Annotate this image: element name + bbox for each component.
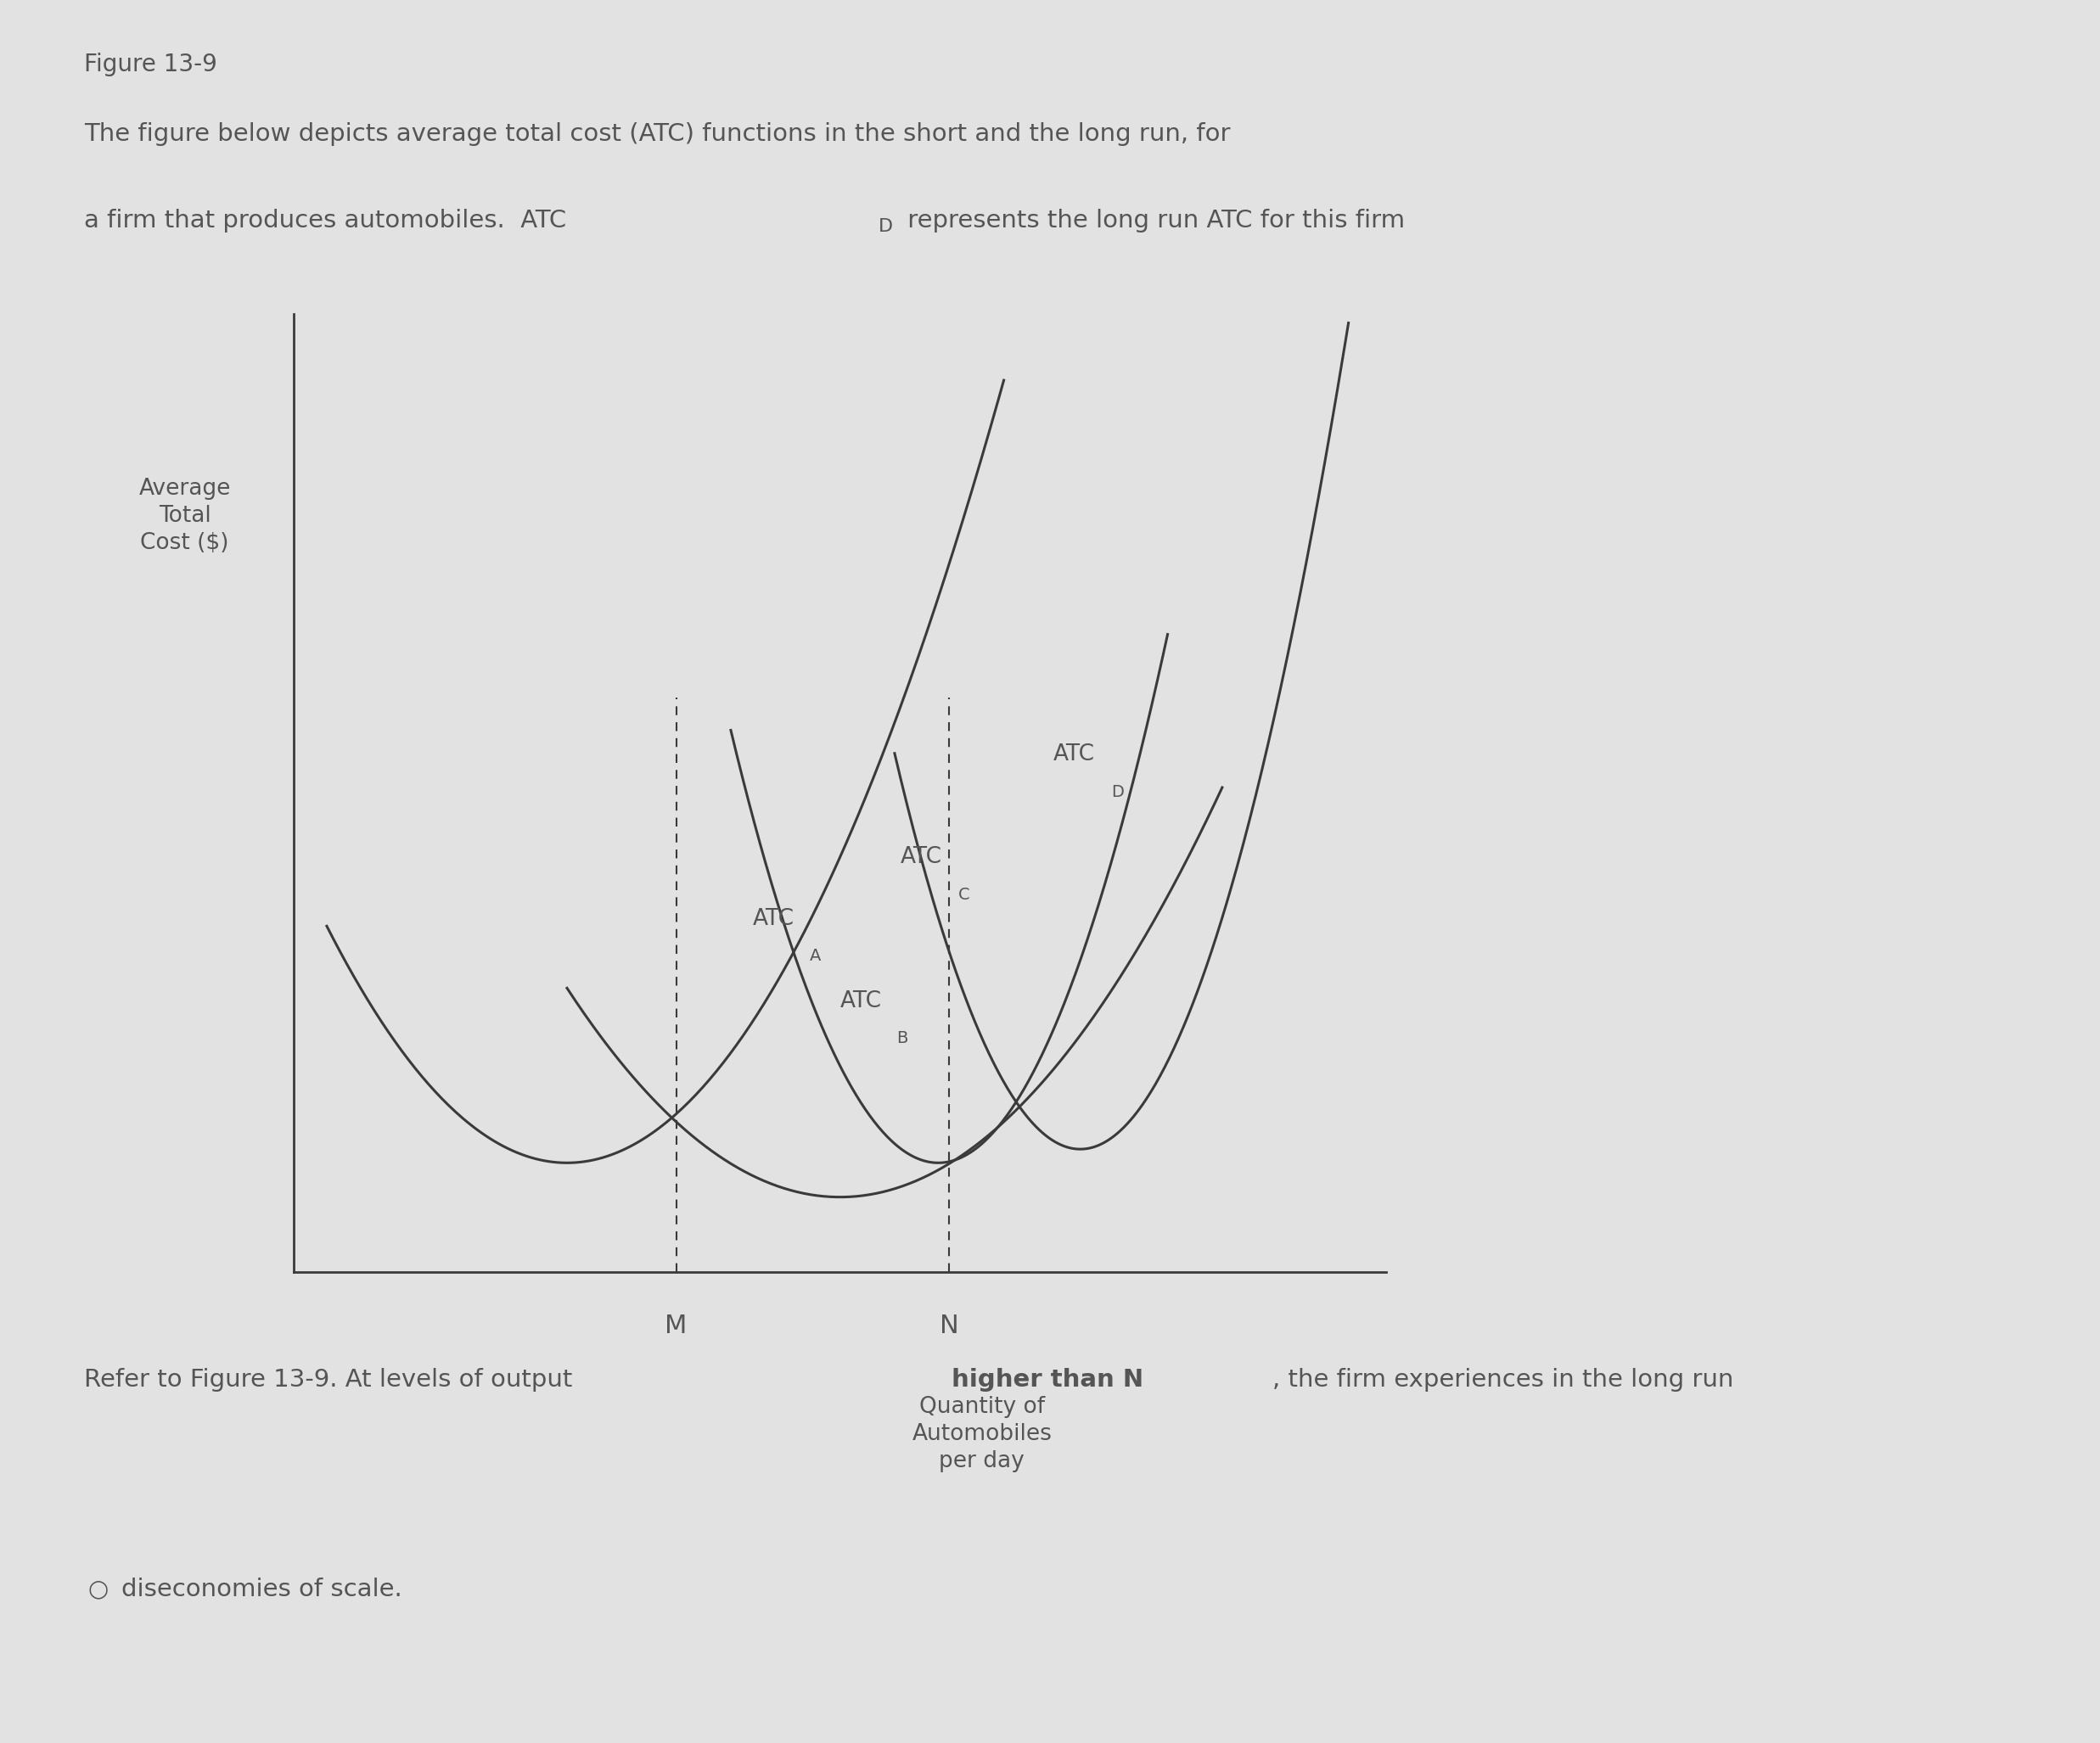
Text: D: D xyxy=(1111,784,1124,800)
Text: C: C xyxy=(958,887,970,903)
Text: ATC: ATC xyxy=(901,847,941,868)
Text: M: M xyxy=(666,1314,687,1339)
Text: The figure below depicts average total cost (ATC) functions in the short and the: The figure below depicts average total c… xyxy=(84,122,1231,146)
Text: D: D xyxy=(878,218,892,235)
Text: A: A xyxy=(808,948,821,964)
Text: ○: ○ xyxy=(88,1577,109,1602)
Text: higher than N: higher than N xyxy=(951,1368,1142,1393)
Text: diseconomies of scale.: diseconomies of scale. xyxy=(122,1577,403,1602)
Text: B: B xyxy=(897,1030,907,1046)
Text: ATC: ATC xyxy=(752,908,794,931)
Text: ATC: ATC xyxy=(1052,744,1094,765)
Text: Refer to Figure 13-9. At levels of output: Refer to Figure 13-9. At levels of outpu… xyxy=(84,1368,580,1393)
Text: Quantity of
Automobiles
per day: Quantity of Automobiles per day xyxy=(911,1396,1052,1473)
Text: , the firm experiences in the long run: , the firm experiences in the long run xyxy=(1273,1368,1735,1393)
Text: represents the long run ATC for this firm: represents the long run ATC for this fir… xyxy=(899,209,1405,234)
Text: a firm that produces automobiles.  ATC: a firm that produces automobiles. ATC xyxy=(84,209,567,234)
Text: N: N xyxy=(939,1314,960,1339)
Text: Figure 13-9: Figure 13-9 xyxy=(84,52,216,77)
Text: Average
Total
Cost ($): Average Total Cost ($) xyxy=(139,478,231,554)
Text: ATC: ATC xyxy=(840,990,882,1013)
